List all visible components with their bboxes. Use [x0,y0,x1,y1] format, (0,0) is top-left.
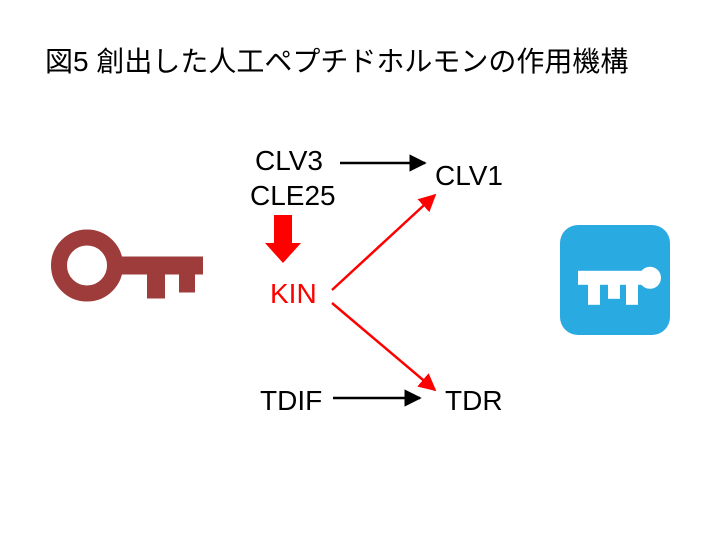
thick-arrow-icon [265,215,301,263]
lock-icon [560,225,670,335]
arrow [332,195,435,290]
node-kin: KIN [270,278,317,310]
key-icon [59,238,203,299]
arrow [332,303,435,390]
diagram-canvas [0,0,720,540]
node-clv1: CLV1 [435,160,503,192]
node-tdr: TDR [445,385,503,417]
node-tdif: TDIF [260,385,322,417]
node-clv3: CLV3 [255,145,323,177]
node-cle25: CLE25 [250,180,336,212]
figure-title: 図5 創出した人工ペプチドホルモンの作用機構 [45,40,628,80]
arrows-group [332,163,435,398]
